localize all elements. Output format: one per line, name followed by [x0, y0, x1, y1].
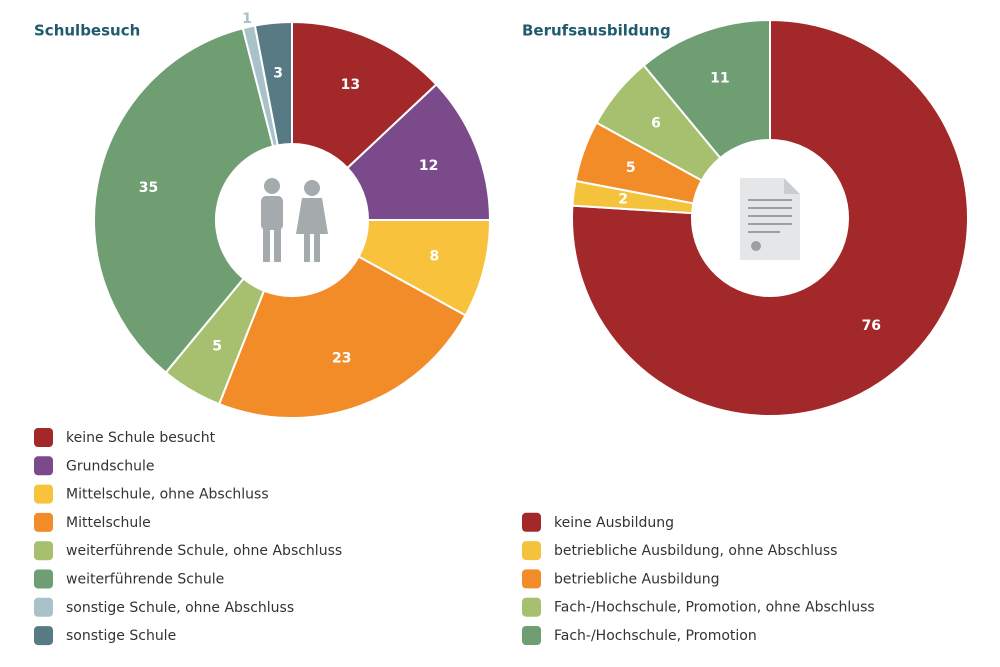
legend-swatch: [522, 569, 541, 589]
legend-swatch: [34, 456, 53, 476]
wedge: [345, 83, 492, 221]
legend-label: Grundschule: [66, 458, 154, 474]
legend-label: Fach-/Hochschule, Promotion, ohne Abschl…: [554, 600, 875, 616]
legend-label: betriebliche Ausbildung: [554, 571, 719, 587]
legend-label: sonstige Schule, ohne Abschluss: [66, 600, 294, 616]
data-label: 5: [626, 160, 636, 176]
data-label: 2: [618, 191, 628, 207]
legend-label: weiterführende Schule, ohne Abschluss: [66, 543, 342, 559]
legend-label: weiterführende Schule: [66, 572, 224, 588]
data-label: 6: [651, 116, 661, 132]
data-label: 13: [341, 77, 360, 93]
legend-swatch: [34, 512, 53, 532]
legend-swatch: [34, 626, 53, 646]
data-label: 5: [212, 339, 222, 355]
wedge: [253, 20, 293, 147]
data-label: 23: [332, 350, 351, 366]
legend-label: Mittelschule: [66, 515, 151, 531]
wedge: [93, 27, 275, 374]
legend-swatch: [34, 428, 53, 447]
legend-label: keine Ausbildung: [554, 515, 674, 531]
legend-swatch: [34, 569, 53, 589]
legend-swatch: [522, 626, 541, 645]
legend-swatch: [34, 541, 53, 561]
legend-label: sonstige Schule: [66, 628, 176, 644]
wedge: [642, 18, 771, 160]
center-icons: [261, 178, 800, 262]
chart-title: Berufsausbildung: [522, 22, 671, 40]
legend-swatch: [522, 541, 541, 561]
legend-label: keine Schule besucht: [66, 430, 216, 446]
legend-label: Mittelschule, ohne Abschluss: [66, 487, 269, 503]
legend-label: Fach-/Hochschule, Promotion: [554, 628, 757, 644]
legend-label: betriebliche Ausbildung, ohne Abschluss: [554, 543, 837, 559]
data-label: 12: [419, 158, 438, 174]
data-label: 8: [430, 249, 440, 265]
wedge: [571, 18, 969, 417]
chart-title: Schulbesuch: [34, 22, 140, 40]
data-label: 1: [242, 11, 252, 27]
wedge: [291, 20, 438, 170]
data-label: 3: [273, 66, 283, 82]
data-label: 76: [862, 318, 881, 334]
legend-swatch: [522, 512, 541, 532]
legend-swatch: [34, 484, 53, 504]
data-label: 35: [139, 180, 158, 196]
data-label: 11: [710, 71, 729, 87]
wedge: [217, 255, 467, 419]
legend-swatch: [34, 597, 53, 617]
legend-swatch: [522, 597, 541, 617]
